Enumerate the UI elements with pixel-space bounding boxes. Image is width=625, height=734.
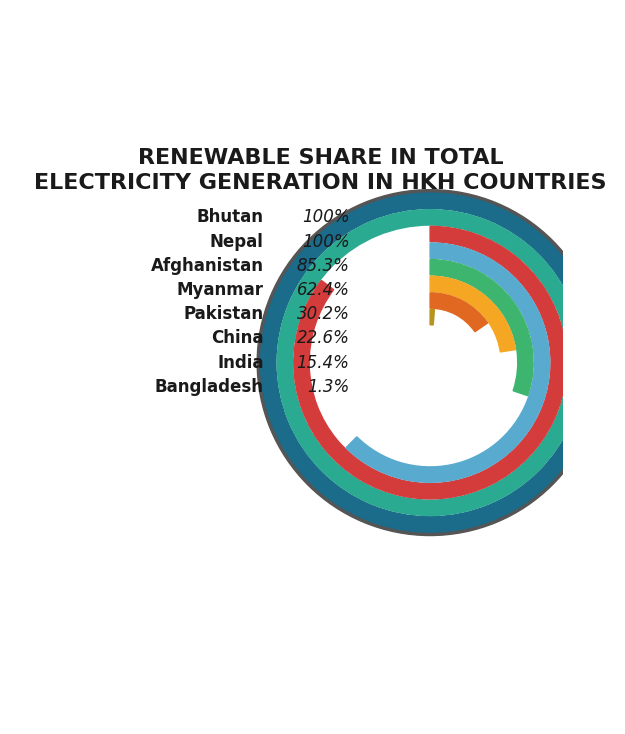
Wedge shape (430, 260, 533, 396)
Text: Myanmar: Myanmar (177, 281, 264, 299)
Wedge shape (294, 226, 566, 499)
Text: 62.4%: 62.4% (296, 281, 349, 299)
Text: RENEWABLE SHARE IN TOTAL
ELECTRICITY GENERATION IN HKH COUNTRIES: RENEWABLE SHARE IN TOTAL ELECTRICITY GEN… (34, 148, 606, 192)
Text: 100%: 100% (302, 233, 349, 250)
Wedge shape (278, 210, 583, 515)
Wedge shape (346, 243, 550, 482)
Text: 22.6%: 22.6% (296, 330, 349, 347)
Text: 15.4%: 15.4% (296, 354, 349, 371)
Text: 1.3%: 1.3% (307, 378, 349, 396)
Text: Bhutan: Bhutan (197, 208, 264, 226)
Text: 85.3%: 85.3% (296, 257, 349, 275)
Wedge shape (257, 189, 603, 536)
Wedge shape (430, 293, 488, 332)
Wedge shape (261, 193, 599, 532)
Text: Afghanistan: Afghanistan (151, 257, 264, 275)
Text: India: India (217, 354, 264, 371)
Wedge shape (430, 310, 434, 325)
Text: Bangladesh: Bangladesh (155, 378, 264, 396)
Text: 100%: 100% (302, 208, 349, 226)
Text: 30.2%: 30.2% (296, 305, 349, 323)
Text: Pakistan: Pakistan (184, 305, 264, 323)
Text: China: China (211, 330, 264, 347)
Wedge shape (430, 276, 516, 352)
Text: Nepal: Nepal (210, 233, 264, 250)
